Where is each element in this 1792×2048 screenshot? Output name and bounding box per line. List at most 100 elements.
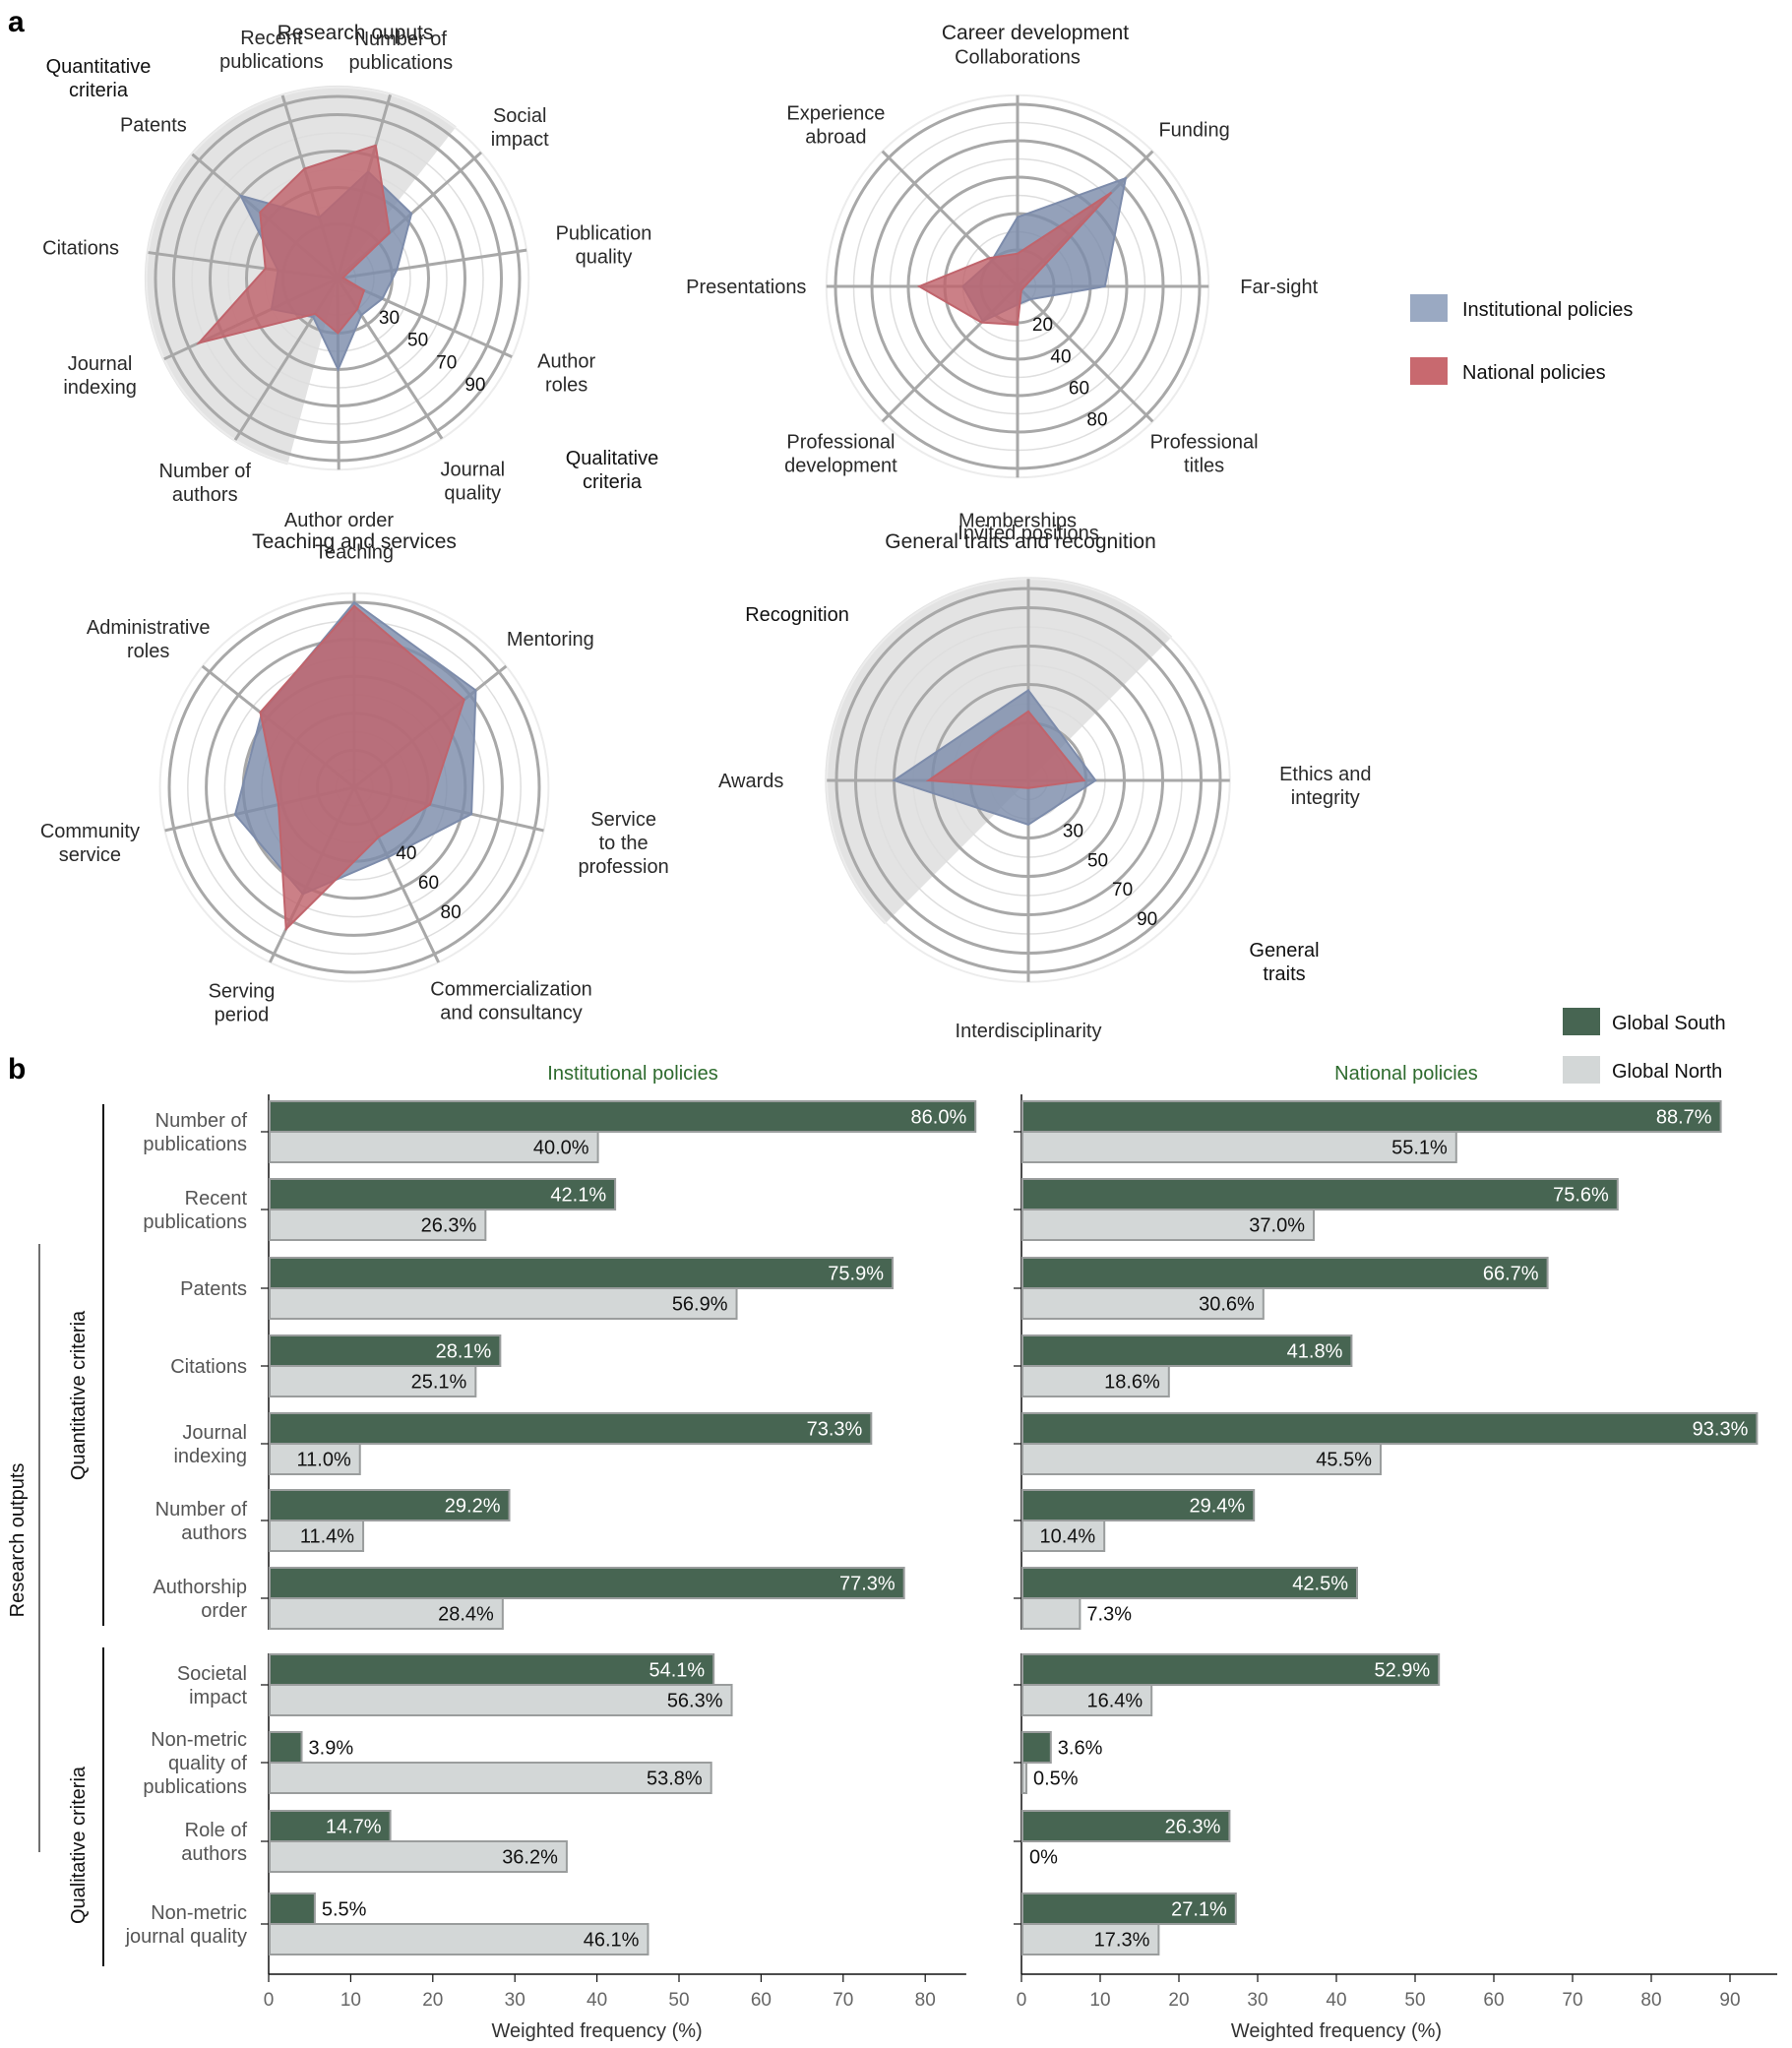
axis-label-line: quality (576, 246, 633, 268)
bar-value-label: 73.3% (807, 1419, 863, 1441)
axis-label: Author order (284, 510, 395, 531)
axis-label-line: titles (1184, 456, 1224, 477)
bar-global-north (1021, 1365, 1170, 1397)
axis-label: Funding (1158, 119, 1229, 141)
bar-global-north (269, 1131, 599, 1163)
ring-label: 80 (441, 902, 462, 923)
bar-value-label: 11.4% (300, 1526, 354, 1548)
bar-value-label: 29.4% (1189, 1496, 1245, 1518)
axis-label-line: and consultancy (440, 1003, 583, 1024)
axis-label: Mentoring (507, 629, 594, 651)
category-label-line: indexing (173, 1446, 247, 1467)
axis-label: Experience abroad (786, 102, 885, 148)
bar-global-south (1021, 1567, 1358, 1599)
x-tick-label: 50 (1404, 1990, 1425, 2011)
ring-label: 60 (418, 873, 439, 894)
category-label: Role of authors (181, 1820, 247, 1865)
bar-global-south (269, 1257, 895, 1289)
axis-label: Author roles (537, 350, 595, 396)
x-axis-label: Weighted frequency (%) (1231, 2020, 1442, 2042)
radar-title: Teaching and services (252, 530, 457, 553)
category-label: Non-metric quality of publications (143, 1729, 247, 1798)
bar-global-south (269, 1489, 511, 1521)
axis-label: Journal indexing (63, 353, 137, 399)
x-tick-label: 0 (264, 1990, 275, 2011)
bar-value-label: 10.4% (1039, 1526, 1095, 1548)
bar-value-label: 75.9% (828, 1264, 884, 1285)
bar-global-south (1021, 1412, 1759, 1445)
legend-swatch-national (1410, 357, 1448, 385)
bar-global-north (269, 1209, 487, 1241)
group-label-line: Quantitative (46, 56, 152, 78)
ring-label: 30 (1063, 821, 1083, 841)
bar-global-south (269, 1893, 316, 1925)
bar-value-label: 55.1% (1391, 1138, 1448, 1159)
bar-value-label: 66.7% (1483, 1264, 1539, 1285)
bar-value-label: 0% (1029, 1847, 1058, 1869)
x-tick-label: 30 (505, 1990, 525, 2011)
bar-global-south (1021, 1653, 1441, 1686)
ring-label: 70 (436, 352, 457, 373)
legend-label-national: National policies (1462, 362, 1606, 384)
bar-value-label: 75.6% (1553, 1185, 1609, 1207)
category-label-line: publications (143, 1776, 247, 1798)
axis-label: Far-sight (1240, 277, 1318, 298)
bar-value-label: 93.3% (1693, 1419, 1749, 1441)
axis-label-line: period (215, 1005, 270, 1026)
axis-label: Professional titles (1150, 432, 1259, 477)
axis-label: Professional development (784, 432, 897, 477)
legend-swatch-global-north (1563, 1056, 1600, 1084)
bar-value-label: 7.3% (1086, 1604, 1132, 1626)
ring-label: 20 (1032, 315, 1053, 336)
x-tick-label: 30 (1247, 1990, 1267, 2011)
panel-letter-a: a (8, 6, 25, 38)
group-label: General traits (1249, 940, 1319, 985)
bar-global-north (1021, 1520, 1106, 1552)
legend-swatch-global-south (1563, 1008, 1600, 1035)
axis-label-line: Presentations (686, 277, 806, 298)
bar-value-label: 5.5% (322, 1899, 367, 1921)
bar-value-label: 3.6% (1058, 1738, 1103, 1760)
axis-label-line: to the (599, 833, 649, 854)
bar-value-label: 41.8% (1287, 1341, 1343, 1363)
axis-label-line: Publication (556, 222, 652, 244)
axis-label-line: Patents (120, 114, 187, 136)
axis-label-line: Experience (786, 102, 885, 124)
axis-label-line: roles (545, 374, 587, 396)
legend-label-global-north: Global North (1612, 1061, 1722, 1083)
bar-global-south (269, 1100, 977, 1133)
axis-label-line: Serving (209, 981, 276, 1003)
axis-label: Collaborations (955, 46, 1081, 68)
bar-value-label: 18.6% (1104, 1372, 1160, 1394)
category-label-line: Journal (182, 1422, 247, 1444)
axis-label: Invited positions (958, 523, 1098, 544)
category-label: Citations (170, 1356, 247, 1378)
axis-label-line: Memberships (958, 511, 1077, 532)
radar-legend: Institutional policies National policies (1410, 294, 1633, 385)
bar-value-label: 14.7% (326, 1817, 382, 1838)
bar-chart-national-policies-bars: National policies 0 10 20 30 40 50 60 70 80 90 Weig… (1014, 1063, 1777, 2042)
axis-label: Number of publications (348, 29, 453, 74)
bar-global-south (1021, 1489, 1256, 1521)
group-label-line: Qualitative (566, 448, 659, 469)
category-label: Journal indexing (173, 1422, 247, 1467)
bar-value-label: 36.2% (502, 1847, 558, 1869)
spoke-3 (1016, 284, 1154, 423)
bar-value-label: 46.1% (584, 1930, 640, 1952)
axis-label-line: Mentoring (507, 629, 594, 651)
category-label-line: journal quality (125, 1926, 247, 1948)
axis-label: Serving period (209, 981, 276, 1026)
axis-label-line: Far-sight (1240, 277, 1318, 298)
bar-global-south (1021, 1178, 1619, 1210)
bar-global-north (269, 1684, 733, 1716)
group-label-line: Recognition (745, 604, 849, 626)
bar-value-label: 37.0% (1249, 1215, 1305, 1237)
axis-label-line: Social (493, 105, 546, 127)
x-tick-label: 20 (422, 1990, 443, 2011)
radar-polygon-national (196, 144, 391, 345)
category-label-line: Patents (180, 1278, 247, 1300)
bar-global-north (1021, 1597, 1081, 1630)
